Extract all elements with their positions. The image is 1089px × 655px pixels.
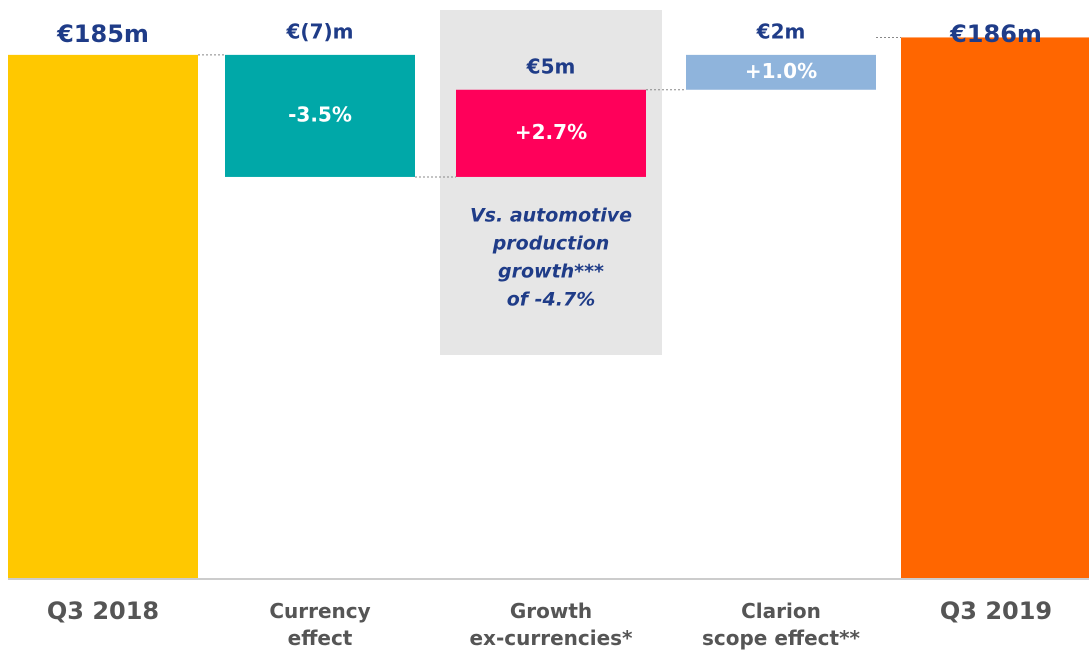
change-label: -3.5%: [288, 102, 352, 126]
value-label: €5m: [526, 54, 576, 78]
value-label: €185m: [56, 20, 149, 48]
highlight-box: [440, 10, 662, 355]
change-label: +1.0%: [745, 59, 817, 83]
bar: [456, 89, 646, 177]
x-tick-label: Q3 2019: [940, 597, 1052, 625]
bar: [686, 54, 876, 90]
value-label: €2m: [756, 19, 806, 43]
bar: [225, 54, 415, 177]
annotation: production: [492, 233, 610, 255]
annotation: of -4.7%: [507, 289, 596, 311]
x-tick-label: Clarion scope effect**: [702, 599, 861, 650]
x-tick-label: Q3 2018: [47, 597, 159, 625]
change-label: +2.7%: [515, 120, 587, 144]
bar: [901, 37, 1089, 578]
bar: [8, 54, 198, 578]
annotation: Vs. automotive: [470, 205, 632, 227]
x-tick-label: Currency effect: [269, 599, 370, 650]
annotation: growth***: [498, 261, 604, 283]
value-label: €186m: [949, 20, 1042, 48]
x-tick-label: Growth ex-currencies*: [469, 599, 633, 650]
value-label: €(7)m: [286, 19, 354, 43]
